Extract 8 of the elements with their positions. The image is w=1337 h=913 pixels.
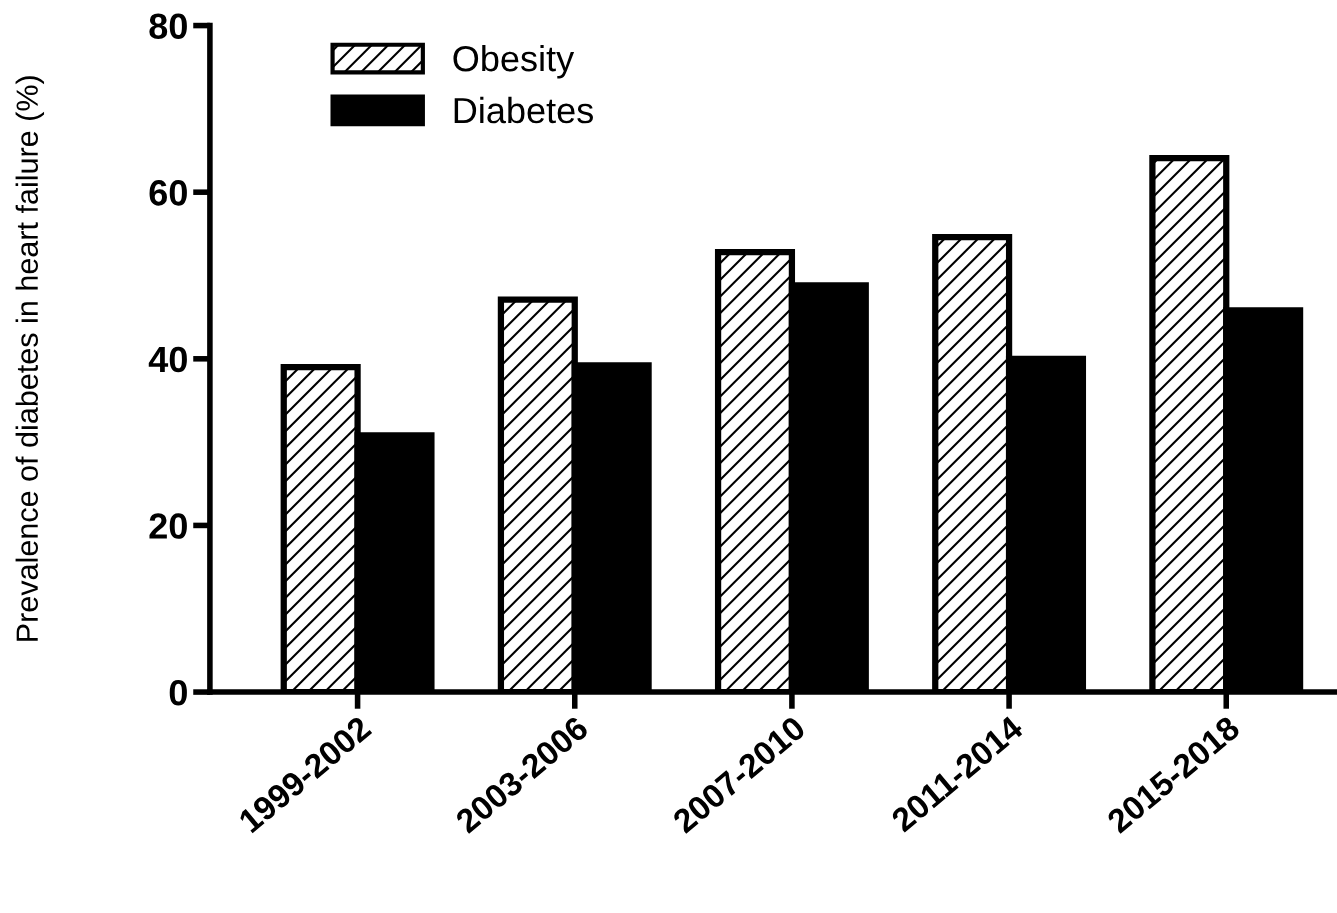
y-tick-label: 60 xyxy=(149,180,187,206)
y-tick-label: 20 xyxy=(149,513,187,539)
y-axis-title: Prevalence of diabetes in heart failure (%) xyxy=(15,76,45,641)
y-tick-label: 40 xyxy=(148,346,187,373)
legend-label: Obesity xyxy=(453,44,575,79)
legend-label: Diabetes xyxy=(454,96,593,124)
y-tick-label: 80 xyxy=(149,13,187,39)
y-tick-label: 0 xyxy=(169,679,187,706)
